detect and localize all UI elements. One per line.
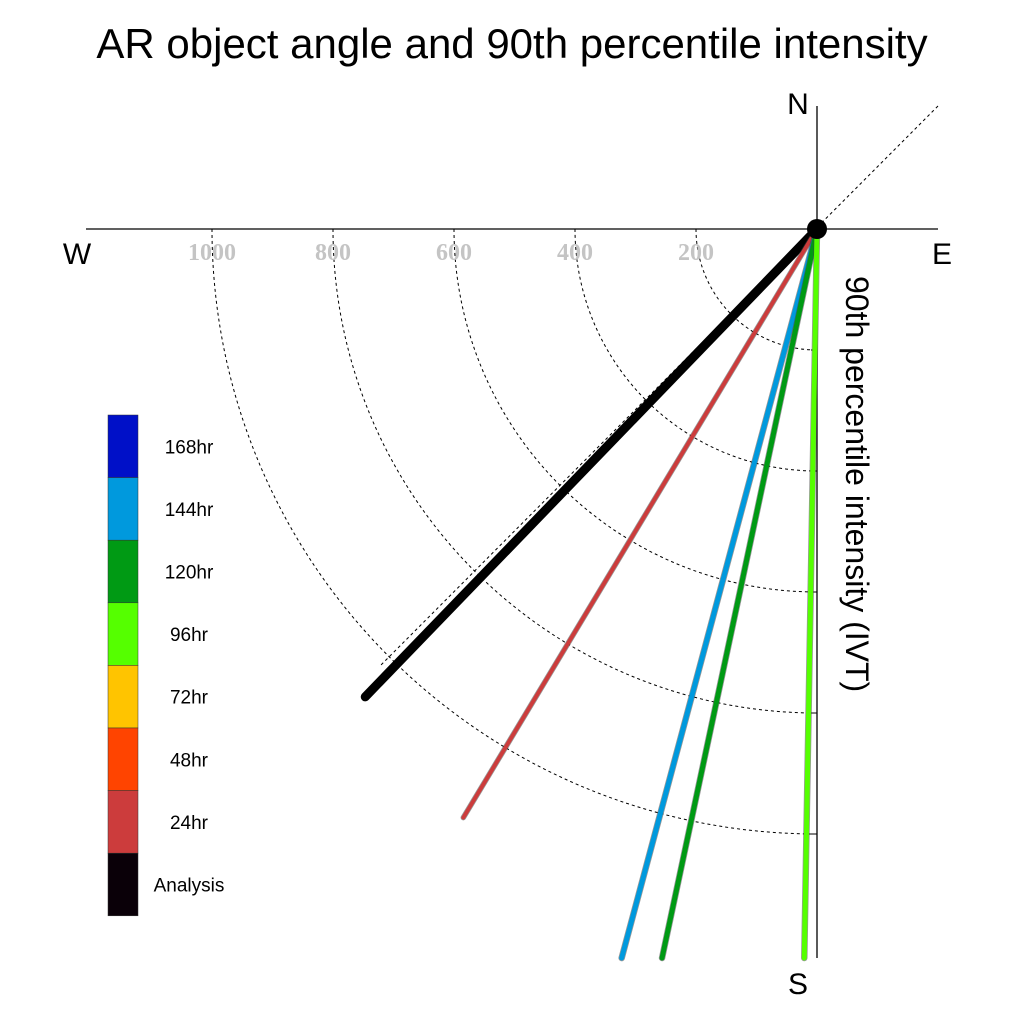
legend-swatch bbox=[107, 602, 139, 666]
vector-line bbox=[360, 224, 822, 702]
legend: 168hr 144hr 120hr 96hr 72hr 48hr 24hr Analysis bbox=[107, 414, 225, 917]
legend-label: 72hr bbox=[170, 688, 209, 709]
vector-line bbox=[801, 226, 820, 961]
radial-tick-label: 200 bbox=[678, 240, 714, 266]
east-label: E bbox=[932, 238, 952, 271]
vector-120hr bbox=[658, 225, 821, 962]
radial-tick-label: 800 bbox=[315, 240, 351, 266]
radial-tick-label: 400 bbox=[557, 240, 593, 266]
vector-line bbox=[461, 227, 819, 820]
west-label: W bbox=[63, 238, 92, 271]
legend-label: 48hr bbox=[170, 750, 209, 771]
legend-label: 120hr bbox=[165, 563, 214, 584]
legend-swatch bbox=[107, 414, 139, 478]
chart-title: AR object angle and 90th percentile inte… bbox=[96, 20, 927, 67]
radial-tick-label: 600 bbox=[436, 240, 472, 266]
legend-swatch bbox=[107, 727, 139, 791]
legend-label: 96hr bbox=[170, 625, 209, 646]
origin-point bbox=[807, 219, 827, 239]
legend-swatch bbox=[107, 477, 139, 541]
grid-arc bbox=[574, 228, 818, 472]
legend-label: 168hr bbox=[165, 437, 214, 458]
vector-analysis bbox=[360, 224, 822, 702]
legend-label: Analysis bbox=[154, 876, 225, 897]
data-vectors bbox=[360, 224, 822, 962]
vector-line bbox=[619, 226, 820, 961]
legend-swatch bbox=[107, 852, 139, 917]
radial-axis-label: 90th percentile intensity (IVT) bbox=[839, 276, 875, 692]
legend-label: 24hr bbox=[170, 813, 209, 834]
grid-arc bbox=[211, 228, 818, 835]
vector-96hr bbox=[801, 225, 821, 962]
radial-tick-labels: 200 400 600 800 1000 bbox=[188, 240, 714, 266]
vector-line bbox=[659, 226, 820, 961]
radial-tick-label: 1000 bbox=[188, 240, 236, 266]
legend-swatch bbox=[107, 539, 139, 604]
north-label: N bbox=[787, 88, 809, 121]
vector-144hr bbox=[618, 225, 821, 962]
legend-swatch bbox=[107, 665, 139, 729]
legend-label: 144hr bbox=[165, 500, 214, 521]
vector-24hr bbox=[460, 226, 820, 821]
south-label: S bbox=[788, 968, 808, 1001]
legend-swatch bbox=[107, 790, 139, 854]
